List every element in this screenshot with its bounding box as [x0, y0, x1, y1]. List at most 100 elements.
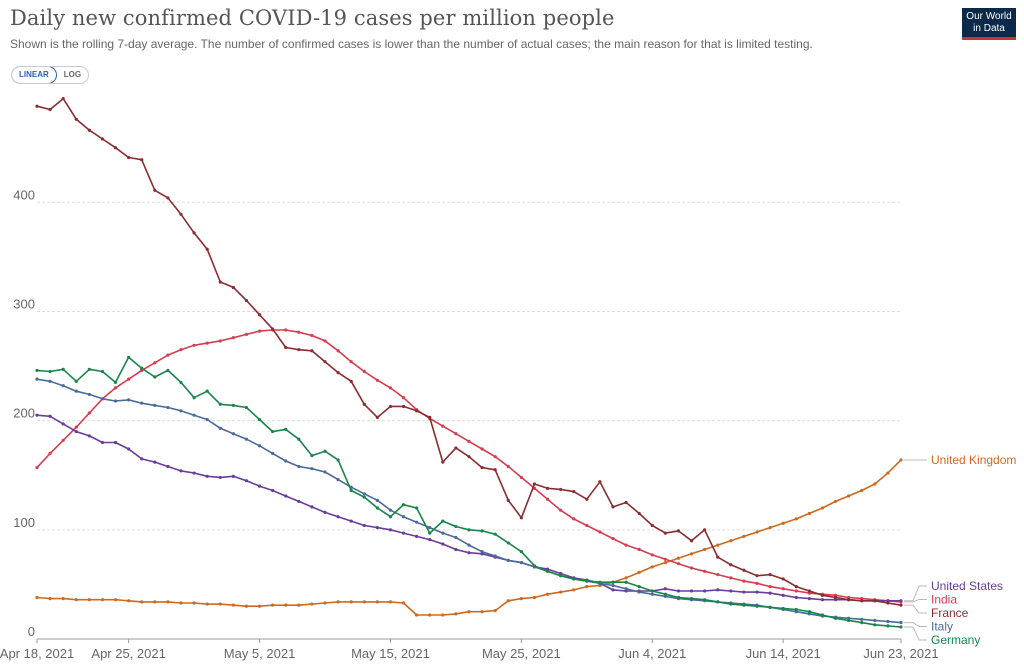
data-point-germany	[637, 584, 641, 589]
data-point-india	[127, 377, 131, 381]
data-point-united-kingdom	[833, 499, 838, 504]
data-point-united-states	[742, 590, 746, 594]
data-point-france	[781, 577, 785, 581]
data-point-united-kingdom	[545, 592, 550, 596]
data-point-germany	[545, 569, 550, 573]
data-point-france	[493, 468, 497, 472]
data-point-united-states	[35, 413, 39, 417]
data-point-germany	[127, 355, 131, 359]
data-point-france	[585, 497, 589, 501]
legend-connector-india	[904, 599, 927, 603]
data-point-italy	[467, 543, 471, 547]
data-point-france	[480, 465, 484, 470]
data-point-united-states	[428, 538, 432, 542]
data-point-germany	[401, 503, 406, 507]
data-point-france	[663, 531, 667, 535]
data-point-germany	[271, 429, 275, 434]
data-point-france	[297, 348, 301, 352]
data-point-india	[192, 343, 196, 347]
data-point-germany	[703, 598, 707, 602]
data-point-united-kingdom	[624, 576, 628, 580]
y-tick-label: 0	[28, 624, 35, 639]
data-point-italy	[284, 459, 288, 463]
data-point-france	[532, 482, 537, 486]
data-point-italy	[650, 592, 654, 596]
y-tick-label: 100	[13, 515, 35, 530]
data-point-germany	[467, 528, 471, 532]
data-point-germany	[755, 604, 759, 608]
legend-connector-germany	[904, 626, 927, 641]
data-point-india	[689, 566, 694, 570]
data-point-united-states	[716, 588, 720, 592]
data-point-united-states	[375, 526, 379, 530]
data-point-france	[113, 146, 118, 150]
data-point-united-kingdom	[467, 610, 471, 614]
data-point-india	[375, 378, 379, 382]
data-point-france	[87, 128, 91, 132]
x-tick-label: Jun 4, 2021	[618, 646, 686, 661]
data-point-united-states	[48, 414, 52, 418]
data-point-india	[506, 464, 510, 469]
data-point-italy	[388, 508, 393, 512]
data-point-france	[729, 563, 733, 567]
data-point-germany	[716, 600, 720, 604]
data-point-italy	[127, 398, 131, 402]
data-point-germany	[61, 367, 65, 371]
data-point-india	[244, 332, 249, 336]
data-point-india	[297, 330, 301, 334]
data-point-italy	[257, 444, 262, 448]
data-point-united-states	[153, 460, 157, 464]
data-point-united-kingdom	[441, 613, 445, 617]
data-point-france	[284, 345, 288, 350]
data-point-united-states	[244, 479, 249, 483]
data-point-india	[323, 339, 327, 343]
data-point-india	[48, 451, 52, 455]
data-point-united-kingdom	[205, 602, 209, 606]
data-point-united-states	[231, 474, 235, 478]
data-point-united-kingdom	[100, 598, 105, 602]
owid-logo[interactable]: Our World in Data	[962, 8, 1016, 40]
data-point-italy	[87, 392, 91, 397]
data-point-united-states	[349, 519, 353, 523]
legend-connector-france	[904, 604, 927, 614]
data-point-united-kingdom	[873, 482, 877, 486]
data-point-germany	[310, 453, 314, 458]
data-point-united-kingdom	[716, 543, 720, 547]
data-point-france	[742, 568, 746, 572]
data-point-germany	[585, 579, 589, 583]
linear-scale-button[interactable]: LINEAR	[12, 67, 57, 83]
data-point-france	[349, 379, 353, 383]
data-point-germany	[768, 605, 772, 609]
data-point-italy	[375, 498, 379, 502]
data-point-germany	[297, 437, 301, 441]
data-point-france	[689, 539, 694, 543]
data-point-france	[676, 529, 681, 533]
data-point-united-kingdom	[218, 602, 222, 606]
data-point-germany	[493, 532, 497, 536]
data-point-india	[349, 360, 353, 364]
data-point-united-kingdom	[271, 603, 275, 607]
data-point-united-states	[257, 484, 262, 488]
x-tick-label: Apr 25, 2021	[91, 646, 165, 661]
data-point-france	[545, 486, 550, 490]
data-point-france	[61, 96, 65, 101]
data-point-india	[572, 517, 576, 521]
data-point-united-kingdom	[807, 511, 811, 516]
data-point-germany	[388, 515, 393, 519]
log-scale-button[interactable]: LOG	[63, 70, 82, 79]
data-point-germany	[833, 616, 838, 620]
data-point-united-kingdom	[493, 609, 497, 613]
data-point-india	[257, 329, 262, 333]
data-point-united-states	[205, 474, 209, 478]
data-point-germany	[244, 405, 249, 410]
data-point-germany	[847, 618, 851, 623]
data-point-italy	[297, 464, 301, 469]
x-tick-label: May 5, 2021	[224, 646, 296, 661]
data-point-germany	[166, 368, 170, 373]
data-point-germany	[820, 613, 825, 617]
data-point-italy	[179, 409, 183, 413]
data-point-india	[559, 508, 563, 512]
data-point-united-states	[467, 551, 471, 555]
data-point-united-kingdom	[781, 521, 785, 525]
